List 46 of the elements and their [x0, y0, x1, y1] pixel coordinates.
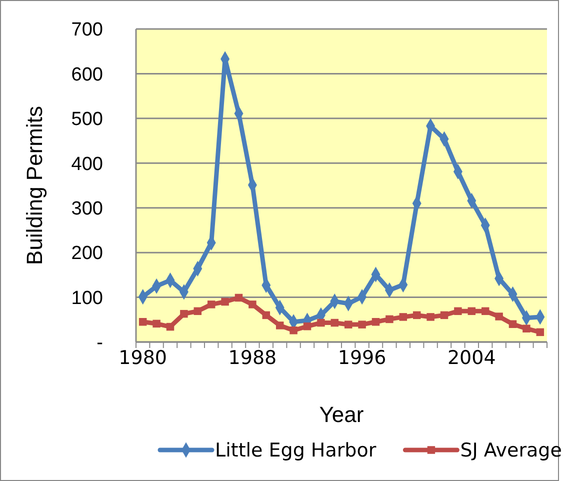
point: [317, 318, 325, 327]
point: [372, 318, 380, 326]
point: [481, 307, 490, 316]
x-tick-label: 2004: [447, 347, 496, 369]
point: [330, 318, 339, 327]
legend-label: SJ Average: [460, 440, 562, 462]
point: [495, 312, 503, 320]
y-tick-label: 400: [71, 154, 103, 175]
point: [180, 310, 188, 318]
point: [276, 322, 284, 330]
point: [386, 315, 394, 324]
legend-label: Little Egg Harbor: [215, 440, 376, 462]
y-tick-label: 300: [71, 198, 103, 220]
point: [290, 326, 298, 334]
point: [234, 294, 243, 302]
point: [138, 318, 147, 326]
point: [344, 320, 352, 328]
x-tick-label: 1996: [338, 347, 386, 369]
point: [166, 322, 174, 331]
point: [508, 320, 517, 328]
y-tick-label: 700: [71, 20, 103, 41]
point: [358, 320, 366, 328]
y-tick-label: 500: [71, 109, 103, 130]
point: [426, 313, 434, 321]
y-tick-label: 600: [71, 64, 103, 86]
point: [303, 322, 312, 330]
y-axis-title: Building Permits: [22, 106, 47, 265]
point: [399, 313, 408, 321]
y-tick-label: 100: [71, 288, 103, 309]
x-axis-title: Year: [319, 402, 364, 427]
y-tick-label: 200: [71, 243, 103, 264]
point: [468, 307, 476, 316]
point: [522, 324, 530, 332]
point: [194, 307, 202, 316]
x-tick-label: 1980: [118, 347, 168, 369]
point: [248, 300, 256, 308]
point: [412, 311, 421, 320]
point: [262, 311, 270, 320]
point: [536, 328, 544, 336]
point: [440, 311, 448, 320]
point: [221, 298, 229, 306]
point: [454, 307, 462, 316]
point: [152, 320, 160, 328]
point: [207, 300, 216, 308]
y-tick-label: -: [96, 332, 103, 354]
x-tick-label: 1988: [228, 347, 277, 369]
